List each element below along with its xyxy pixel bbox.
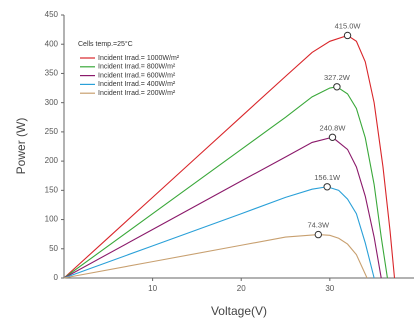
legend-label: Incident Irrad.= 800W/m²	[98, 64, 176, 71]
legend-label: Incident Irrad.= 400W/m²	[98, 81, 176, 88]
y-tick-label: 200	[45, 156, 59, 165]
y-tick-label: 100	[45, 215, 59, 224]
y-tick-label: 250	[45, 127, 59, 136]
x-tick-label: 30	[325, 284, 334, 293]
y-tick-label: 400	[45, 39, 59, 48]
annotation: Cells temp.=25°C	[78, 40, 133, 48]
y-tick-label: 300	[45, 98, 59, 107]
legend-label: Incident Irrad.= 1000W/m²	[98, 55, 180, 62]
power-curve	[63, 34, 396, 279]
mpp-marker	[343, 31, 352, 40]
mpp-label: 415.0W	[335, 21, 362, 30]
y-tick-label: 450	[45, 10, 59, 19]
y-tick-label: 150	[45, 185, 59, 194]
power-curve	[63, 234, 368, 279]
mpp-label: 240.8W	[320, 123, 347, 132]
legend-label: Incident Irrad.= 200W/m²	[98, 90, 176, 97]
x-tick-label: 10	[148, 284, 157, 293]
mpp-marker	[328, 133, 337, 141]
mpp-label: 74.3W	[307, 221, 330, 230]
y-tick-label: 0	[54, 273, 59, 282]
x-tick-label: 20	[237, 284, 246, 293]
power-curve	[63, 186, 375, 279]
mpp-label: 327.2W	[324, 73, 351, 82]
y-tick-label: 50	[49, 244, 58, 253]
mpp-marker	[314, 230, 323, 239]
y-tick-label: 350	[45, 69, 59, 78]
mpp-marker	[333, 83, 341, 91]
power-curve	[63, 136, 382, 279]
y-axis-label: Power (W)	[14, 118, 28, 175]
mpp-label: 156.1W	[314, 173, 341, 182]
x-axis-label: Voltage(V)	[211, 304, 267, 318]
legend-label: Incident Irrad.= 600W/m²	[98, 72, 176, 79]
mpp-marker	[323, 183, 331, 191]
power-curve	[63, 86, 388, 279]
